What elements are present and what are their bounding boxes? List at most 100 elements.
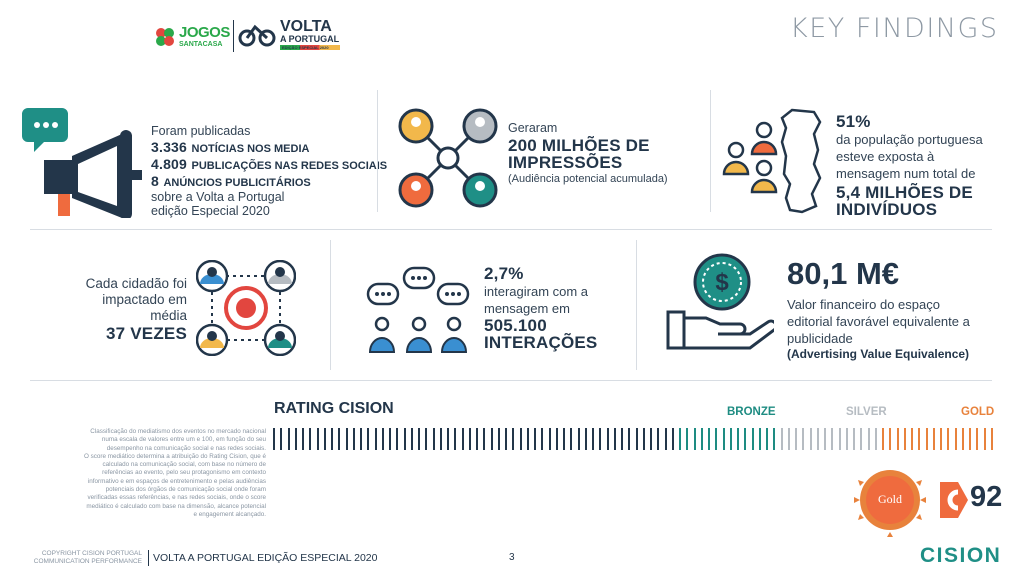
rating-scale-tick [795, 428, 797, 450]
rating-scale-tick [294, 428, 297, 450]
description-line: calculado na comunicação social, com bas… [102, 461, 266, 469]
rating-scale-tick [541, 428, 544, 450]
rating-scale-tick [896, 428, 899, 450]
rating-description: Classificação do mediatismo dos eventos … [20, 428, 266, 519]
rating-scale-tick [954, 428, 957, 450]
chat-people-icon [366, 266, 470, 353]
money-hand-icon: $ [666, 253, 774, 350]
interaction-percent: 2,7% [484, 264, 524, 283]
rating-scale-tick [693, 428, 696, 450]
rating-scale-tick [722, 428, 725, 450]
rating-scale-tick [940, 428, 942, 450]
impressions-value-1: 200 MILHÕES DE [508, 136, 650, 155]
rating-scale-tick [519, 428, 522, 450]
people-network-icon [398, 108, 498, 208]
rating-scale-tick [309, 428, 312, 450]
footer-divider [148, 550, 149, 566]
news-label: NOTÍCIAS NOS MEDIA [191, 143, 310, 155]
rating-scale-tick [316, 428, 319, 450]
rating-scale-tick [650, 428, 652, 450]
impact-line-1: Cada cidadão foi [85, 276, 187, 291]
gold-medal-icon [854, 470, 926, 537]
rating-scale-tick [389, 428, 391, 450]
rating-scale-tick [700, 428, 703, 450]
rating-scale-tick [360, 428, 362, 450]
logo-divider [233, 20, 234, 52]
logo-volta-line3: EDIÇÃO ESPECIAL 2020 [282, 45, 329, 50]
rating-scale-tick [439, 428, 442, 450]
rating-scale [273, 428, 998, 450]
footer-page-number: 3 [509, 552, 515, 563]
rating-scale-tick [599, 428, 602, 450]
rating-scale-tick [468, 428, 471, 450]
rating-scale-tick [911, 428, 913, 450]
rating-scale-tick [432, 428, 435, 450]
rating-scale-tick [845, 428, 848, 450]
rating-scale-tick [983, 428, 986, 450]
rating-scale-tick [563, 428, 565, 450]
rating-scale-tick [418, 428, 420, 450]
rating-scale-tick [657, 428, 660, 450]
rating-scale-tick [882, 428, 884, 450]
rating-scale-tick [577, 428, 580, 450]
rating-scale-tick [860, 428, 863, 450]
description-line: O score mediático determina a atribuição… [83, 452, 266, 460]
rating-scale-tick [592, 428, 594, 450]
description-line: referências ao evento, pelo seu protagon… [102, 469, 266, 477]
publications-news: 3.336 NOTÍCIAS NOS MEDIA [151, 139, 309, 157]
rating-scale-tick [410, 428, 413, 450]
description-line: verificadas essas referências, e nas red… [87, 494, 266, 502]
population-value-2: INDIVÍDUOS [836, 200, 938, 219]
rating-scale-tick [570, 428, 573, 450]
megaphone-icon [22, 108, 142, 218]
logo-volta-line2: A PORTUGAL [280, 34, 340, 44]
rating-scale-tick [331, 428, 333, 450]
description-line: e engagement alcançado. [193, 510, 266, 518]
rating-scale-tick [969, 428, 971, 450]
rating-scale-tick [990, 428, 993, 450]
rating-scale-tick [780, 428, 783, 450]
rating-scale-tick [454, 428, 457, 450]
rating-scale-tick [787, 428, 790, 450]
ave-line-1: Valor financeiro do espaço [787, 297, 940, 312]
rating-scale-tick [889, 428, 892, 450]
rating-scale-tick [476, 428, 478, 450]
divider-row2-b [636, 240, 637, 370]
rating-scale-tick [809, 428, 812, 450]
rating-scale-tick [729, 428, 732, 450]
rating-scale-tick [323, 428, 326, 450]
logo-santacasa-text: SANTACASA [179, 41, 223, 48]
population-line-3: mensagem num total de [836, 166, 976, 181]
rating-scale-tick [345, 428, 348, 450]
divider-row2-a [330, 240, 331, 370]
rating-scale-tick [302, 428, 304, 450]
rating-scale-tick [548, 428, 551, 450]
rating-scale-tick [947, 428, 950, 450]
logo-volta-line1: VOLTA [280, 18, 332, 35]
rating-scale-tick [976, 428, 979, 450]
logo-jogos-text: JOGOS [179, 24, 230, 41]
rating-scale-tick [447, 428, 449, 450]
rating-scale-tick [512, 428, 515, 450]
rating-scale-tick [606, 428, 609, 450]
rating-scale-tick [838, 428, 841, 450]
rating-scale-tick [338, 428, 341, 450]
logo-volta-portugal: VOLTA A PORTUGAL EDIÇÃO ESPECIAL 2020 [238, 18, 348, 54]
rating-scale-tick [773, 428, 776, 450]
ads-label: ANÚNCIOS PUBLICITÁRIOS [163, 177, 311, 189]
target-people-icon [196, 260, 296, 356]
rating-scale-tick [403, 428, 406, 450]
rating-scale-tick [758, 428, 761, 450]
interaction-line-1: interagiram com a [484, 284, 589, 299]
rating-scale-tick [287, 428, 290, 450]
page-title: KEY FINDINGS [790, 13, 999, 44]
rating-scale-tick [642, 428, 645, 450]
rating-scale-tick [635, 428, 638, 450]
rating-scale-tick [505, 428, 507, 450]
rating-scale-tick [853, 428, 855, 450]
footer-cision-logo: CISION [920, 544, 1002, 567]
rating-scale-tick [526, 428, 529, 450]
ave-line-3: publicidade [787, 331, 853, 346]
rating-scale-tick [497, 428, 500, 450]
interaction-value-1: 505.100 [484, 316, 547, 335]
